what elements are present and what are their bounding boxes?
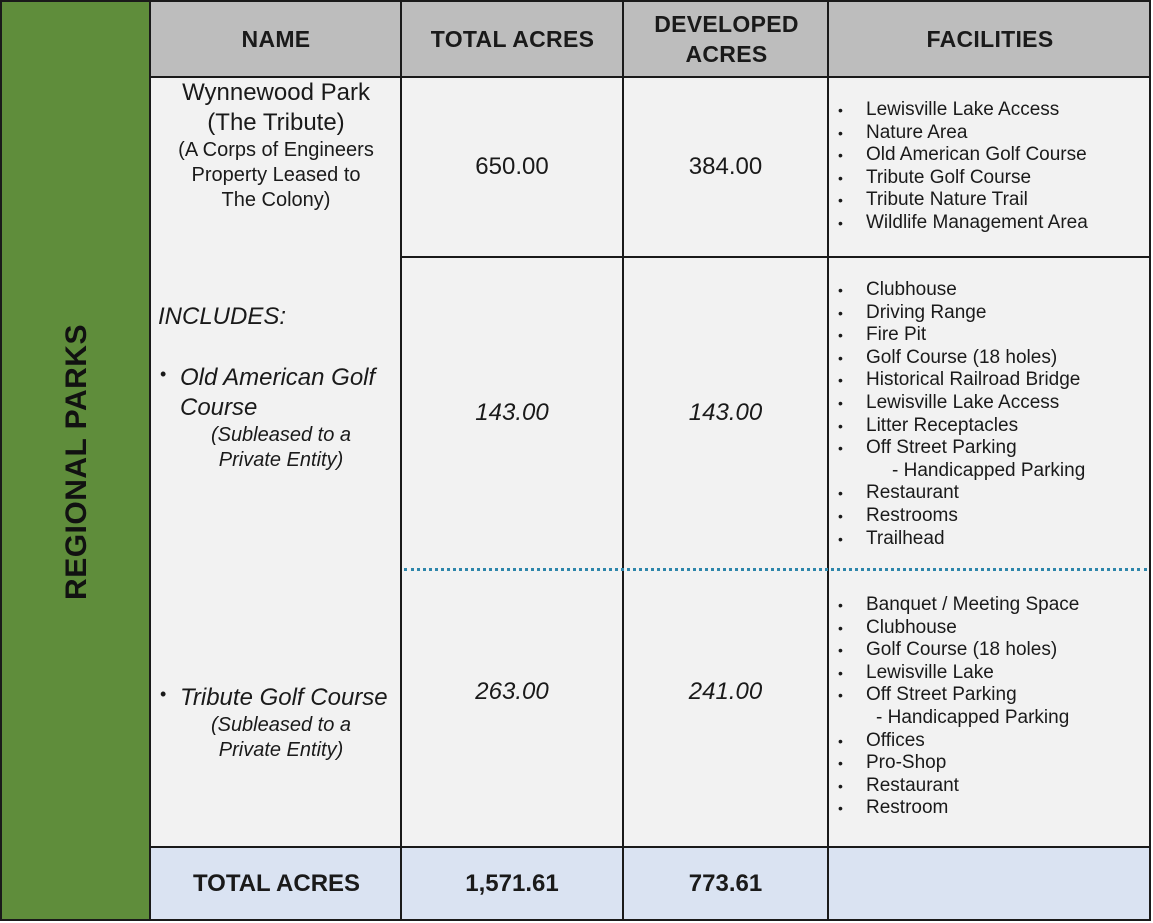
- list-item: Wildlife Management Area: [838, 212, 1088, 235]
- bullet-icon: •: [160, 364, 167, 384]
- list-item: Banquet / Meeting Space: [838, 594, 1079, 617]
- list-item: Off Street Parking: [838, 437, 1085, 460]
- totals-row: [151, 847, 1151, 921]
- category-label: REGIONAL PARKS: [60, 324, 93, 600]
- list-item: Driving Range: [838, 302, 1085, 325]
- park-name-line1: Wynnewood Park: [182, 79, 370, 106]
- tribute-note-line2: Private Entity): [218, 739, 344, 761]
- old-american-developed-acres: 143.00: [688, 399, 763, 426]
- totals-label: TOTAL ACRES: [192, 869, 361, 897]
- list-item: Restrooms: [838, 505, 1085, 528]
- list-item: Golf Course (18 holes): [838, 639, 1079, 662]
- tribute-note-line1: (Subleased to a: [210, 714, 352, 736]
- old-american-total-acres: 143.00: [475, 399, 549, 426]
- list-item: Restroom: [838, 797, 1079, 820]
- list-item: Lewisville Lake: [838, 662, 1079, 685]
- park-note-line2: Property Leased to: [191, 164, 361, 186]
- old-american-facilities: Clubhouse Driving Range Fire Pit Golf Co…: [838, 279, 1085, 550]
- category-band: REGIONAL PARKS: [0, 0, 151, 921]
- list-item: Restaurant: [838, 775, 1079, 798]
- list-item: Litter Receptacles: [838, 415, 1085, 438]
- subdivision-divider: [404, 568, 1147, 571]
- wynnewood-total-acres: 650.00: [475, 153, 549, 180]
- header-name: NAME: [151, 0, 401, 78]
- list-item: Tribute Nature Trail: [838, 189, 1088, 212]
- header-facilities: FACILITIES: [829, 0, 1151, 78]
- list-item: Fire Pit: [838, 324, 1085, 347]
- tribute-name: Tribute Golf Course: [180, 684, 388, 711]
- list-subitem: - Handicapped Parking: [876, 706, 1070, 728]
- park-note-line1: (A Corps of Engineers: [178, 139, 374, 161]
- tribute-facilities: Banquet / Meeting Space Clubhouse Golf C…: [838, 594, 1079, 820]
- list-subitem: - Handicapped Parking: [892, 459, 1086, 481]
- park-note-line3: The Colony): [221, 189, 331, 211]
- header-total-acres: TOTAL ACRES: [401, 0, 624, 78]
- list-item: Lewisville Lake Access: [838, 99, 1088, 122]
- includes-label: INCLUDES:: [158, 303, 287, 330]
- list-item: Golf Course (18 holes): [838, 347, 1085, 370]
- wynnewood-developed-acres: 384.00: [688, 153, 763, 180]
- list-item: Tribute Golf Course: [838, 167, 1088, 190]
- old-american-note-line2: Private Entity): [218, 449, 344, 471]
- list-item: Old American Golf Course: [838, 144, 1088, 167]
- totals-developed-acres: 773.61: [688, 869, 763, 897]
- bullet-icon: •: [160, 684, 167, 704]
- list-item: Clubhouse: [838, 279, 1085, 302]
- list-item: Lewisville Lake Access: [838, 392, 1085, 415]
- park-name-line2: (The Tribute): [207, 109, 345, 136]
- tribute-total-acres: 263.00: [475, 678, 549, 705]
- old-american-name-line2: Course: [180, 394, 258, 421]
- list-item: Nature Area: [838, 122, 1088, 145]
- list-item: Off Street Parking: [838, 684, 1079, 707]
- list-item: Restaurant: [838, 482, 1085, 505]
- list-item: Clubhouse: [838, 617, 1079, 640]
- list-item: Trailhead: [838, 528, 1085, 551]
- old-american-name-line1: Old American Golf: [180, 364, 376, 391]
- wynnewood-facilities: Lewisville Lake Access Nature Area Old A…: [838, 99, 1088, 235]
- totals-total-acres: 1,571.61: [465, 869, 559, 897]
- old-american-note-line1: (Subleased to a: [210, 424, 352, 446]
- list-item: Historical Railroad Bridge: [838, 369, 1085, 392]
- tribute-developed-acres: 241.00: [688, 678, 763, 705]
- list-item: Offices: [838, 730, 1079, 753]
- header-developed-acres: DEVELOPED ACRES: [624, 0, 829, 78]
- list-item: Pro-Shop: [838, 752, 1079, 775]
